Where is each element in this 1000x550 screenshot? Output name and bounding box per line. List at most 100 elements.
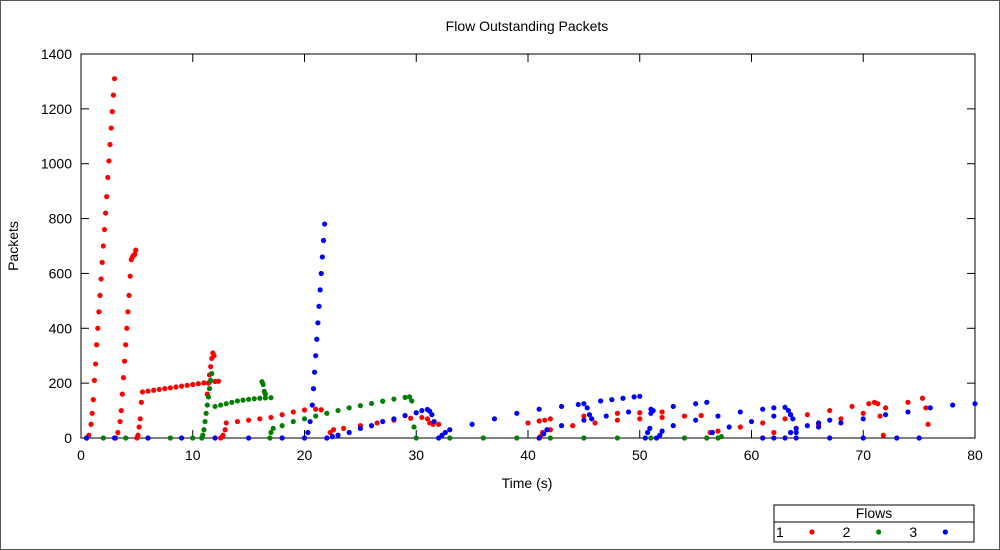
data-point bbox=[541, 431, 547, 437]
data-point bbox=[693, 417, 699, 423]
data-point bbox=[704, 435, 710, 441]
data-point bbox=[536, 418, 542, 424]
data-point bbox=[491, 416, 498, 422]
data-point bbox=[586, 412, 593, 418]
x-tick-label: 80 bbox=[967, 447, 983, 463]
data-point bbox=[614, 410, 621, 416]
data-point bbox=[211, 353, 217, 359]
data-point bbox=[782, 435, 788, 441]
data-point bbox=[262, 391, 268, 397]
data-point bbox=[125, 309, 131, 315]
data-point bbox=[268, 414, 274, 421]
data-point bbox=[581, 417, 587, 423]
data-point bbox=[246, 396, 252, 402]
data-point bbox=[748, 418, 755, 425]
data-point bbox=[718, 434, 724, 440]
data-point bbox=[419, 407, 425, 414]
data-point bbox=[201, 380, 207, 386]
legend-marker-1 bbox=[809, 529, 815, 535]
x-tick-label: 20 bbox=[297, 447, 313, 463]
data-point bbox=[190, 435, 196, 441]
x-tick-label: 10 bbox=[185, 447, 201, 463]
data-point bbox=[875, 401, 881, 407]
data-point bbox=[257, 416, 263, 422]
data-point bbox=[201, 427, 207, 433]
data-point bbox=[229, 399, 235, 405]
data-point bbox=[950, 402, 956, 408]
data-point bbox=[203, 410, 209, 416]
data-point bbox=[480, 435, 486, 441]
legend-title: Flows bbox=[856, 505, 893, 521]
data-point bbox=[357, 403, 363, 409]
data-point bbox=[111, 76, 118, 82]
data-point bbox=[570, 423, 576, 429]
data-point bbox=[815, 420, 822, 426]
data-point bbox=[391, 416, 397, 422]
data-point bbox=[178, 383, 185, 389]
x-axis: 0 10 20 30 40 50 60 70 80 bbox=[77, 54, 983, 463]
data-point bbox=[320, 237, 327, 244]
data-points bbox=[83, 76, 978, 441]
data-point bbox=[603, 413, 609, 419]
data-point bbox=[760, 420, 766, 426]
data-point bbox=[788, 412, 794, 418]
data-point bbox=[793, 429, 799, 436]
data-point bbox=[681, 435, 688, 441]
y-tick-label: 400 bbox=[49, 320, 73, 336]
data-point bbox=[100, 243, 106, 249]
data-point bbox=[925, 421, 931, 427]
series-1 bbox=[83, 76, 931, 441]
data-point bbox=[208, 377, 214, 383]
data-point bbox=[589, 416, 595, 422]
data-point bbox=[127, 273, 133, 279]
data-point bbox=[212, 435, 218, 441]
data-point bbox=[313, 406, 319, 412]
data-point bbox=[118, 407, 124, 414]
data-point bbox=[105, 174, 111, 181]
data-point bbox=[268, 429, 274, 436]
data-point bbox=[305, 429, 311, 436]
data-point bbox=[866, 401, 872, 407]
data-point bbox=[536, 435, 542, 441]
data-point bbox=[324, 435, 330, 441]
x-tick-label: 70 bbox=[855, 447, 871, 463]
data-point bbox=[151, 387, 157, 393]
data-point bbox=[916, 435, 922, 441]
data-point bbox=[341, 425, 347, 431]
data-point bbox=[126, 292, 132, 298]
data-point bbox=[436, 421, 442, 427]
data-point bbox=[804, 412, 810, 418]
data-point bbox=[120, 375, 127, 381]
data-point bbox=[135, 432, 141, 438]
data-point bbox=[402, 394, 408, 401]
data-point bbox=[279, 423, 285, 429]
data-point bbox=[905, 409, 911, 415]
data-point bbox=[319, 254, 325, 260]
data-point bbox=[133, 247, 139, 253]
x-tick-label: 40 bbox=[520, 447, 536, 463]
data-point bbox=[659, 409, 665, 415]
data-point bbox=[575, 401, 581, 408]
data-point bbox=[313, 353, 319, 359]
x-tick-label: 50 bbox=[632, 447, 648, 463]
data-point bbox=[804, 423, 810, 429]
data-point bbox=[107, 141, 113, 148]
data-point bbox=[790, 416, 796, 422]
data-point bbox=[124, 325, 130, 331]
data-point bbox=[614, 435, 621, 441]
data-point bbox=[136, 424, 142, 430]
data-point bbox=[785, 407, 791, 414]
data-point bbox=[827, 435, 833, 441]
data-point bbox=[262, 395, 268, 401]
data-point bbox=[307, 418, 313, 425]
data-point bbox=[637, 410, 643, 416]
data-point bbox=[346, 429, 352, 436]
data-point bbox=[240, 397, 246, 403]
data-point bbox=[726, 424, 732, 430]
data-point bbox=[220, 432, 226, 438]
data-point bbox=[413, 435, 419, 441]
data-point bbox=[223, 420, 229, 426]
data-point bbox=[88, 421, 94, 427]
data-point bbox=[145, 388, 151, 394]
